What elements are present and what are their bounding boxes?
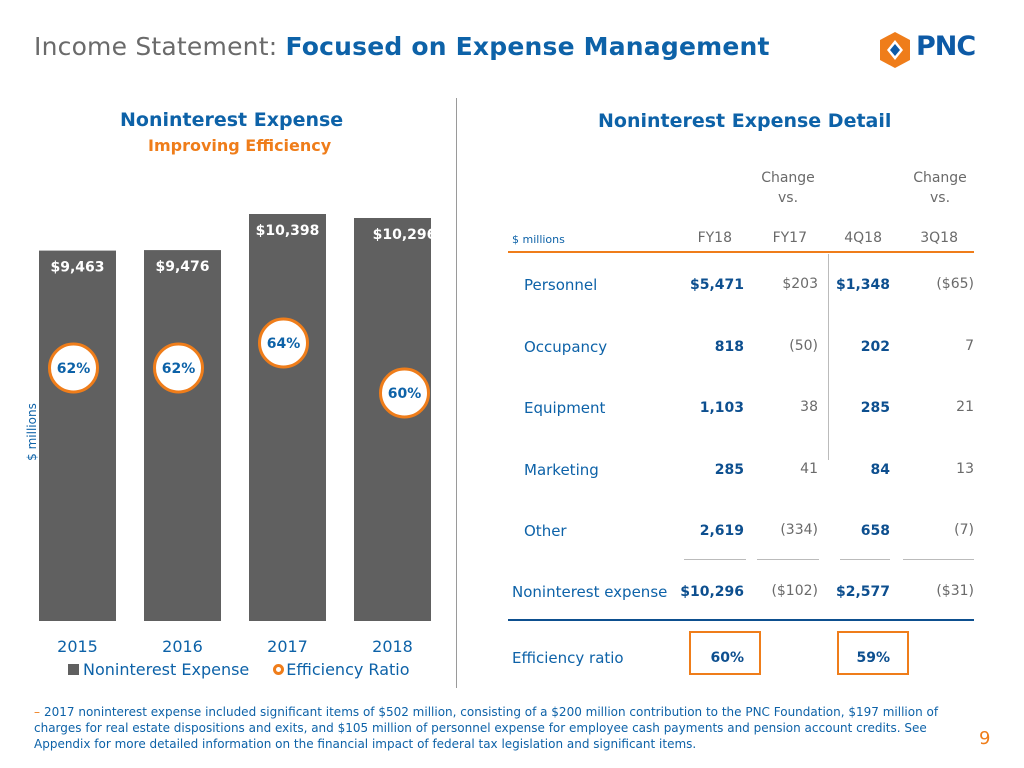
ratio-marker-2016 [153, 342, 204, 394]
row-label-marketing: Marketing [524, 461, 599, 479]
subtotal-rule-4q18 [840, 559, 890, 560]
ratio-label-2017: 64% [267, 336, 301, 352]
ratio-marker-2018 [379, 367, 430, 419]
efficiency-fy18-highlight [689, 631, 761, 675]
footnote-dash: – [34, 705, 40, 719]
title-prefix: Income Statement: [34, 32, 286, 61]
total-chg-fy17: ($102) [771, 583, 818, 599]
total-label: Noninterest expense [512, 583, 668, 601]
col-header-fy18: FY18 [697, 230, 732, 246]
x-tick-2016: 2016 [162, 637, 203, 656]
legend-bar-swatch [68, 664, 79, 675]
bar-2018 [354, 217, 431, 621]
bar-value-label-2018: $10,296 [373, 227, 437, 243]
row-occupancy-chg-fy17: (50) [789, 338, 818, 354]
bar-value-label-2015: $9,463 [50, 260, 104, 276]
row-label-equipment: Equipment [524, 399, 606, 417]
change-header-2-line1: Change [913, 170, 967, 186]
row-equipment-chg-fy17: 38 [800, 399, 818, 415]
efficiency-4q18: 59% [856, 650, 890, 666]
units-label: $ millions [512, 233, 565, 246]
row-label-personnel: Personnel [524, 276, 598, 294]
bar-value-label-2016: $9,476 [155, 259, 209, 275]
row-personnel-chg-3q18: ($65) [936, 276, 974, 292]
page-number: 9 [979, 728, 991, 749]
pnc-mark-icon [880, 32, 910, 68]
total-4q18: $2,577 [835, 584, 890, 600]
ratio-marker-2017 [258, 317, 309, 369]
bar-2016 [144, 250, 221, 621]
row-other-4q18: 658 [860, 523, 890, 539]
ratio-label-2018: 60% [388, 386, 422, 402]
row-marketing-fy18: 285 [714, 462, 744, 478]
chart-subtitle: Improving Efficiency [148, 136, 332, 155]
panel-divider [456, 98, 457, 688]
total-fy18: $10,296 [680, 584, 744, 600]
bar-2015 [39, 250, 116, 621]
subtotal-rule-fy17 [757, 559, 819, 560]
col-header-fy17: FY17 [772, 230, 807, 246]
title-main: Focused on Expense Management [285, 32, 770, 61]
detail-title: Noninterest Expense Detail [598, 110, 892, 132]
row-personnel-4q18: $1,348 [835, 277, 890, 293]
row-marketing-chg-fy17: 41 [800, 461, 818, 477]
col-header-4q18: 4Q18 [844, 230, 882, 246]
change-header-2-line2: vs. [929, 190, 951, 206]
ratio-marker-2015 [48, 342, 99, 394]
legend-ratio-label: Efficiency Ratio [286, 660, 410, 679]
chart-title: Noninterest Expense [120, 109, 344, 131]
x-tick-2018: 2018 [372, 637, 413, 656]
page-title: Income Statement: Focused on Expense Man… [34, 32, 770, 61]
legend-ratio-swatch [273, 664, 285, 675]
ratio-label-2015: 62% [57, 361, 91, 377]
footnote: –2017 noninterest expense included signi… [34, 704, 964, 752]
chart-legend: Noninterest Expense Efficiency Ratio [68, 660, 410, 679]
row-marketing-4q18: 84 [870, 462, 890, 478]
bar-2017 [249, 214, 326, 621]
total-rule [508, 619, 974, 621]
change-header-1-line2: vs. [777, 190, 799, 206]
row-label-occupancy: Occupancy [524, 338, 608, 356]
bar-value-label-2017: $10,398 [256, 223, 320, 239]
change-header-1-line1: Change [761, 170, 815, 186]
row-equipment-chg-3q18: 21 [956, 399, 974, 415]
logo-text: PNC [916, 31, 976, 62]
row-personnel-chg-fy17: $203 [782, 276, 818, 292]
row-occupancy-fy18: 818 [714, 339, 744, 355]
row-occupancy-chg-3q18: 7 [965, 338, 974, 354]
column-separator [828, 254, 829, 460]
efficiency-4q18-highlight [837, 631, 909, 675]
row-other-chg-fy17: (334) [780, 522, 818, 538]
row-label-other: Other [524, 522, 567, 540]
x-tick-2015: 2015 [57, 637, 98, 656]
footnote-text: 2017 noninterest expense included signif… [34, 705, 939, 751]
row-occupancy-4q18: 202 [860, 339, 890, 355]
row-equipment-4q18: 285 [860, 400, 890, 416]
legend-expense-label: Noninterest Expense [83, 660, 250, 679]
header-rule [508, 251, 974, 253]
subtotal-rule-fy18 [684, 559, 746, 560]
row-other-fy18: 2,619 [699, 523, 744, 539]
row-other-chg-3q18: (7) [954, 522, 974, 538]
pnc-logo: PNC [878, 28, 994, 72]
total-chg-3q18: ($31) [936, 583, 974, 599]
ratio-label-2016: 62% [162, 361, 196, 377]
subtotal-rule-3q18 [903, 559, 974, 560]
expense-bar-chart: $9,463 62% 2015 $9,476 62% 2016 $10,398 64% 2017… [39, 214, 437, 656]
row-equipment-fy18: 1,103 [699, 400, 744, 416]
x-tick-2017: 2017 [267, 637, 308, 656]
row-personnel-fy18: $5,471 [689, 277, 744, 293]
efficiency-label: Efficiency ratio [512, 649, 624, 667]
row-marketing-chg-3q18: 13 [956, 461, 974, 477]
efficiency-fy18: 60% [710, 650, 744, 666]
col-header-3q18: 3Q18 [920, 230, 958, 246]
